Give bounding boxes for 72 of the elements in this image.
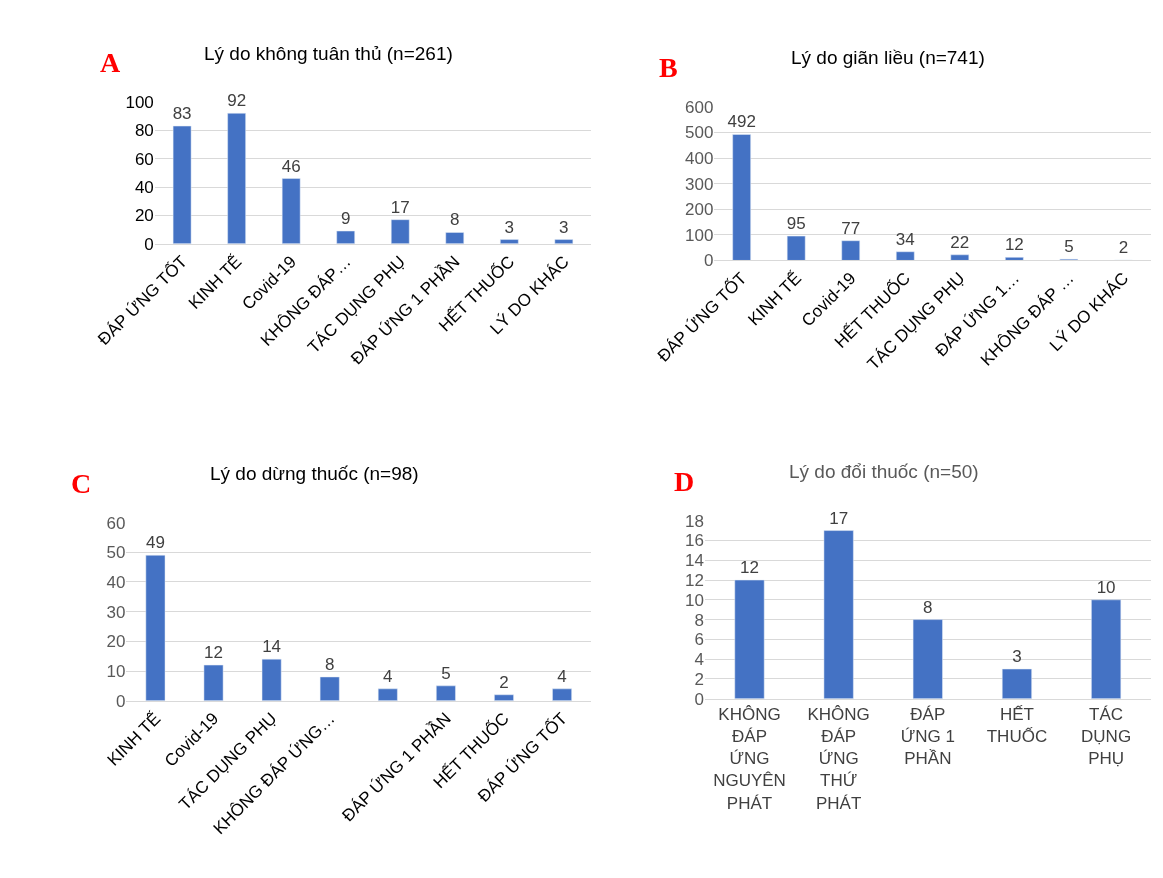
y-tick-label: 8 <box>694 610 704 630</box>
data-label: 492 <box>727 112 756 132</box>
data-label: 77 <box>841 218 861 238</box>
data-label: 12 <box>204 643 223 663</box>
data-label: 17 <box>829 508 849 528</box>
x-tick-label: HẾT THUỐC <box>986 705 1048 747</box>
text: A <box>100 47 121 78</box>
text: B <box>659 52 678 83</box>
y-tick-label: 0 <box>144 234 154 254</box>
y-tick-label: 40 <box>134 178 154 198</box>
data-label: 22 <box>950 232 970 252</box>
y-tick-label: 400 <box>685 148 714 168</box>
y-tick-label: 10 <box>106 661 126 681</box>
data-label: 17 <box>390 197 410 217</box>
chart-title: Lý do đổi thuốc (n=50) <box>789 461 979 482</box>
text: D <box>674 466 695 497</box>
text: C <box>71 468 92 499</box>
y-tick-label: 20 <box>106 632 126 652</box>
y-tick-label: 4 <box>694 650 704 670</box>
data-label: 4 <box>383 666 393 686</box>
y-tick-label: 0 <box>115 691 126 711</box>
y-tick-label: 200 <box>685 200 714 220</box>
y-tick-label: 2 <box>694 669 704 689</box>
data-label: 3 <box>504 217 515 237</box>
y-tick-label: 14 <box>685 551 704 571</box>
y-tick-label: 100 <box>685 225 714 245</box>
y-tick-label: 30 <box>106 602 126 622</box>
data-label: 95 <box>786 214 806 234</box>
data-label: 8 <box>324 654 335 674</box>
data-label: 2 <box>1118 237 1129 257</box>
y-tick-label: 16 <box>685 531 704 551</box>
x-tick-label: KHÔNG ĐÁP ỨNG NGUYÊN PHÁT <box>713 705 786 813</box>
chart-title: Lý do không tuân thủ (n=261) <box>204 43 453 64</box>
y-tick-label: 300 <box>685 174 714 194</box>
y-tick-label: 40 <box>106 572 126 592</box>
data-label: 3 <box>559 217 569 237</box>
x-tick-label: ĐÁP ỨNG 1 PHẦN <box>900 705 955 769</box>
data-label: 92 <box>227 91 247 111</box>
chart-title: Lý do giãn liều (n=741) <box>791 47 985 68</box>
data-label: 49 <box>145 533 165 553</box>
data-label: 9 <box>340 209 351 229</box>
data-label: 5 <box>441 663 451 683</box>
y-tick-label: 0 <box>694 689 704 709</box>
y-tick-label: 100 <box>125 92 154 112</box>
y-tick-label: 12 <box>685 570 704 590</box>
y-tick-label: 10 <box>685 590 704 610</box>
data-label: 2 <box>499 672 509 692</box>
y-tick-label: 50 <box>106 543 126 563</box>
y-tick-label: 500 <box>685 123 714 143</box>
data-label: 12 <box>740 558 759 578</box>
y-tick-label: 60 <box>134 149 154 169</box>
data-label: 8 <box>450 210 460 230</box>
data-label: 4 <box>557 666 567 686</box>
x-tick-label: KHÔNG ĐÁP ỨNG THỨ PHÁT <box>807 705 870 813</box>
y-tick-label: 20 <box>134 206 154 226</box>
data-label: 34 <box>895 229 915 249</box>
data-label: 5 <box>1064 237 1074 257</box>
y-tick-label: 80 <box>134 121 154 141</box>
y-tick-label: 18 <box>685 511 704 531</box>
chart-title: Lý do dừng thuốc (n=98) <box>210 463 419 484</box>
data-label: 46 <box>281 156 301 176</box>
y-tick-label: 0 <box>703 251 714 271</box>
data-label: 8 <box>923 597 933 617</box>
data-label: 83 <box>172 104 192 124</box>
x-tick-label: TÁC DỤNG PHỤ <box>1081 705 1132 769</box>
y-tick-label: 60 <box>106 513 126 533</box>
data-label: 10 <box>1096 577 1116 597</box>
data-label: 12 <box>1004 235 1024 255</box>
data-label: 3 <box>1012 647 1022 667</box>
y-tick-label: 6 <box>694 630 704 650</box>
data-label: 14 <box>262 637 282 657</box>
y-tick-label: 600 <box>685 97 714 117</box>
